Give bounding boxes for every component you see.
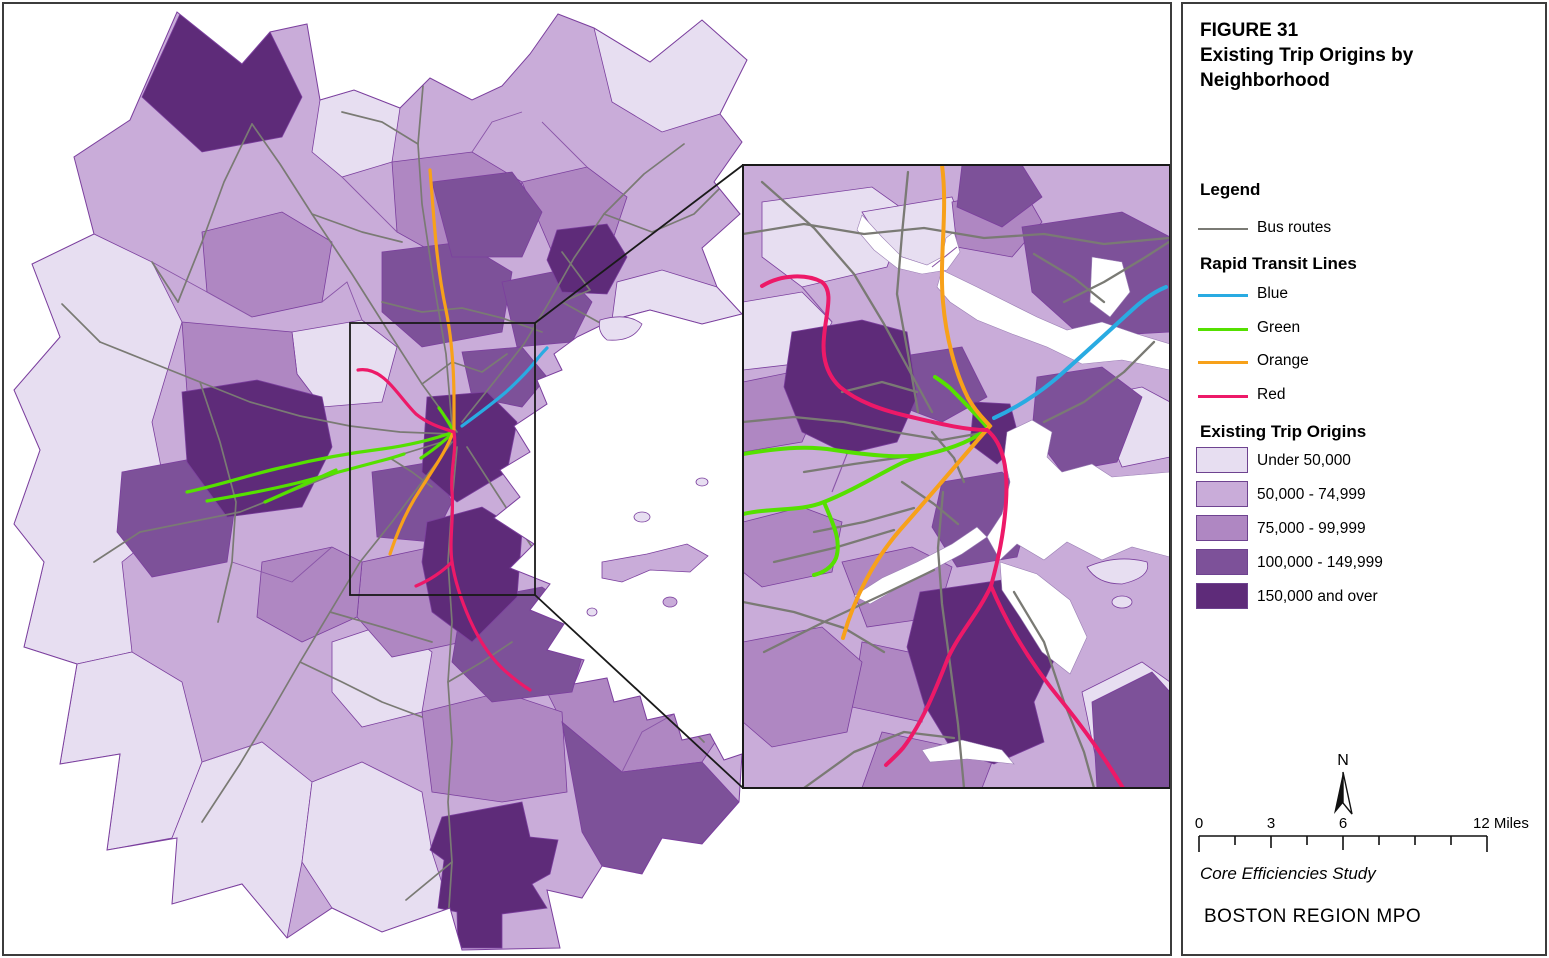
trip-origins-heading: Existing Trip Origins	[1200, 422, 1367, 441]
green-line-inset	[743, 375, 990, 577]
north-arrow: N	[1329, 752, 1357, 816]
north-arrow-icon	[1334, 771, 1353, 815]
region-map-svg	[13, 11, 1170, 951]
red-line-swatch	[1198, 395, 1248, 398]
figure-title-line2: Existing Trip Origins by	[1200, 45, 1414, 66]
inset-connector-bottom	[534, 594, 744, 789]
bus-routes-label: Bus routes	[1257, 219, 1332, 236]
orange-line-inset	[841, 165, 993, 640]
orange-line-label: Orange	[1257, 352, 1309, 369]
scale-label-12-miles: 12 Miles	[1473, 815, 1529, 832]
orange-line-swatch	[1198, 361, 1248, 364]
class-label-under-50000: Under 50,000	[1257, 452, 1351, 469]
orange-line-main	[388, 168, 456, 556]
map-panel	[2, 2, 1172, 956]
neighborhood-polygons-layer	[14, 12, 747, 950]
bus-routes-swatch	[1198, 228, 1248, 230]
class-label-50000-74999: 50,000 - 74,999	[1257, 486, 1366, 503]
rapid-transit-heading: Rapid Transit Lines	[1200, 254, 1357, 273]
inset-bus-routes-layer	[743, 170, 1170, 788]
inset-border	[742, 164, 1170, 789]
class-swatch-100000-149999	[1196, 549, 1248, 575]
legend-heading: Legend	[1200, 180, 1261, 199]
zoom-extent-rectangle	[349, 322, 536, 596]
class-swatch-50000-74999	[1196, 481, 1248, 507]
blue-line-label: Blue	[1257, 285, 1289, 302]
scale-label-3: 3	[1267, 815, 1275, 832]
figure-title: FIGURE 31 Existing Trip Origins by Neigh…	[1200, 18, 1413, 93]
green-line-label: Green	[1257, 319, 1301, 336]
blue-line-inset	[992, 285, 1168, 420]
scale-label-0: 0	[1195, 815, 1203, 832]
red-line-label: Red	[1257, 386, 1286, 403]
inset-connector-top	[534, 164, 744, 324]
inset-water	[853, 214, 1170, 765]
class-label-100000-149999: 100,000 - 149,999	[1257, 554, 1383, 571]
green-line-main	[185, 406, 456, 504]
scale-label-6: 6	[1339, 815, 1347, 832]
blue-line-main	[460, 346, 549, 428]
red-line-main	[356, 368, 532, 692]
class-swatch-under-50000	[1196, 447, 1248, 473]
class-swatch-150000-over	[1196, 583, 1248, 609]
scale-bar: 0 3 6 12 Miles	[1195, 815, 1529, 852]
region-outline	[13, 11, 748, 951]
inset-map	[742, 164, 1170, 789]
study-name: Core Efficiencies Study	[1200, 864, 1376, 883]
figure-title-line3: Neighborhood	[1200, 70, 1330, 91]
green-line-swatch	[1198, 328, 1248, 331]
class-label-75000-99999: 75,000 - 99,999	[1257, 520, 1366, 537]
red-line-inset	[760, 274, 1125, 788]
blue-line-swatch	[1198, 294, 1248, 297]
figure-number: FIGURE 31	[1200, 20, 1299, 41]
harbor-islands	[586, 316, 709, 617]
north-arrow-label: N	[1337, 752, 1349, 769]
class-swatch-75000-99999	[1196, 515, 1248, 541]
legend-sidebar: FIGURE 31 Existing Trip Origins by Neigh…	[1181, 2, 1547, 956]
class-label-150000-over: 150,000 and over	[1257, 588, 1378, 605]
agency-name: BOSTON REGION MPO	[1204, 906, 1422, 927]
